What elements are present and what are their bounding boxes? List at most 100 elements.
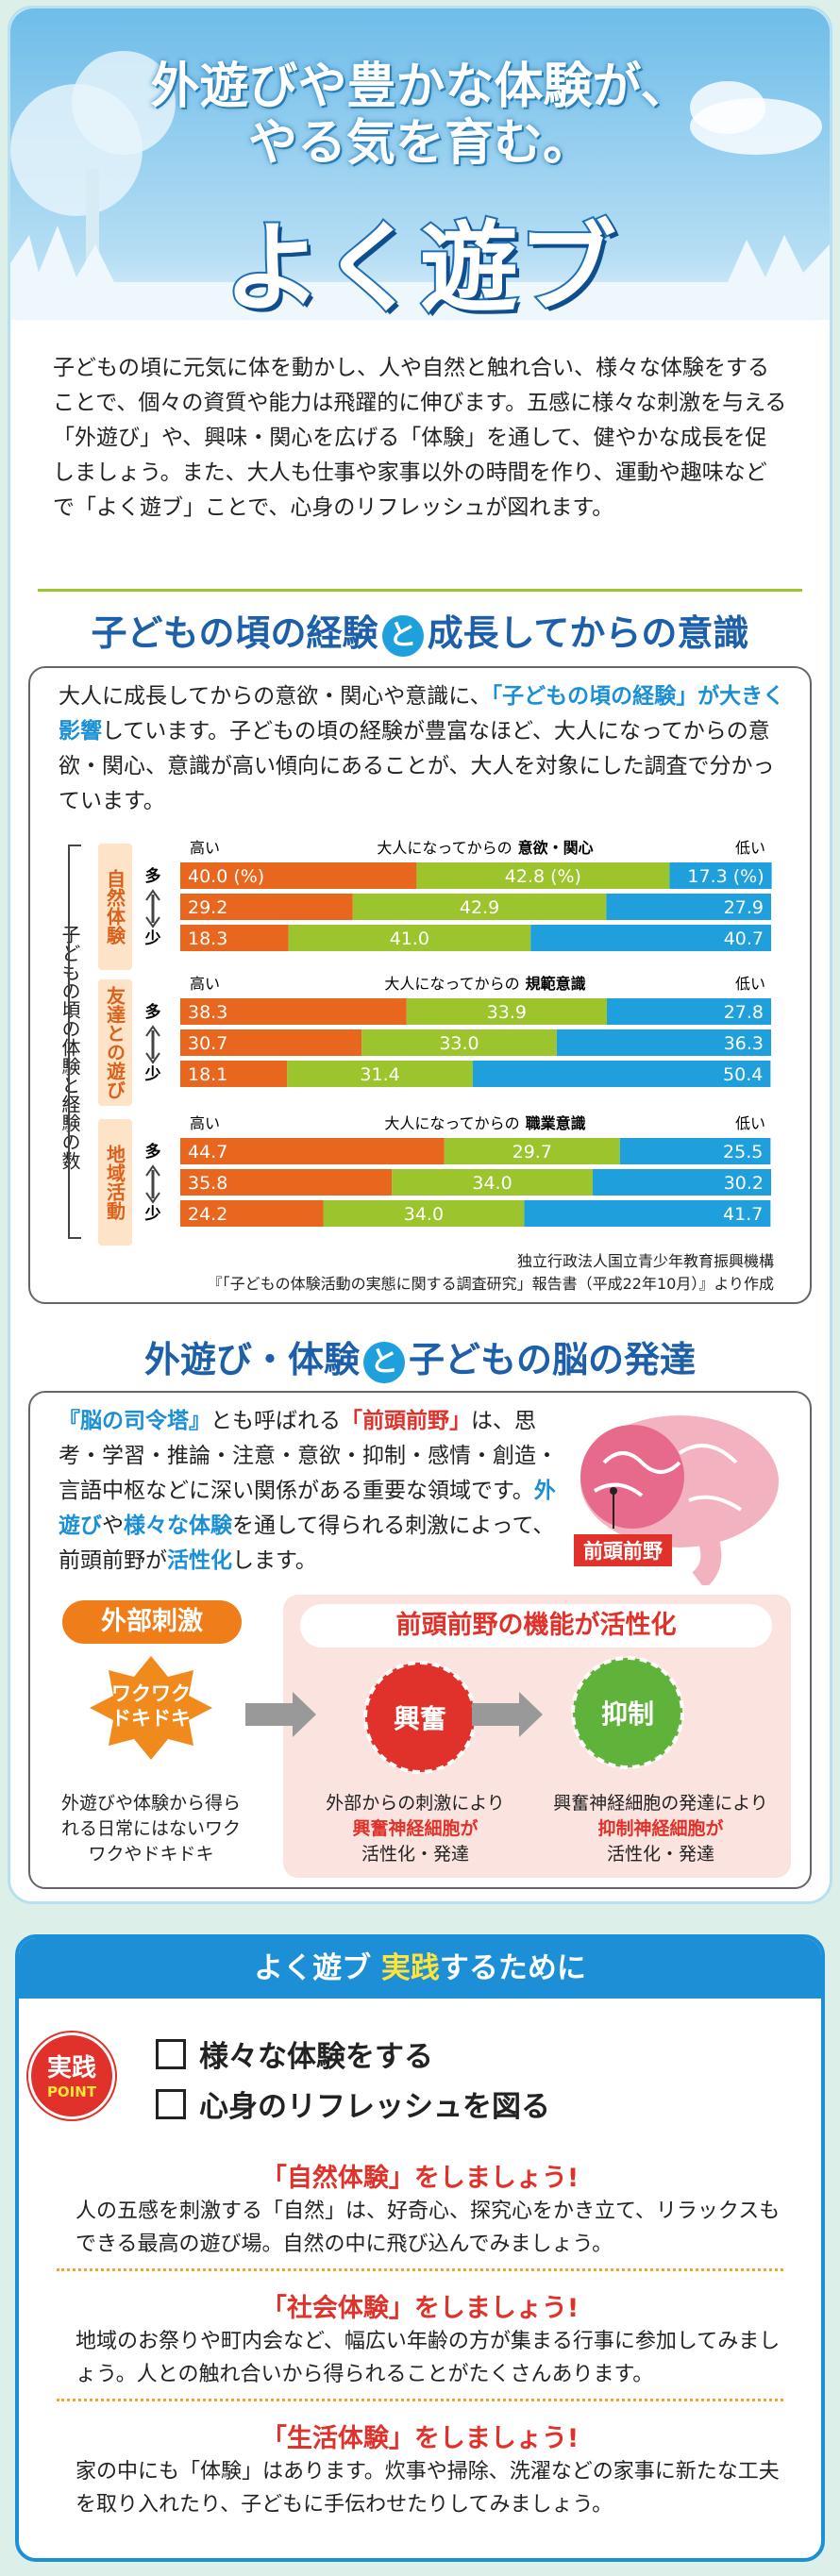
value-label: 36.3 <box>724 1033 764 1054</box>
arrow-head <box>145 889 160 928</box>
caption: 興奮神経細胞の発達により 抑制神経細胞が 活性化・発達 <box>533 1791 788 1867</box>
bar-segment <box>406 998 607 1025</box>
bar-segment <box>180 1200 324 1227</box>
bar-segment <box>592 1169 771 1196</box>
text: POINT <box>46 2083 97 2100</box>
practice-panel: よく遊ブ 実践するために 実践 POINT 様々な体験をする 心身のリフレッシュを… <box>15 1934 825 2562</box>
excitement-badge: ワクワク ドキドキ <box>94 1681 208 1731</box>
text: 活性化・発達 <box>361 1844 469 1865</box>
value-label: 35.8 <box>188 1173 227 1194</box>
bar-segment <box>180 894 353 920</box>
value-label: 27.9 <box>724 897 764 918</box>
inhibit-label: 抑制 <box>600 1698 654 1730</box>
brain-illustration <box>580 1415 779 1585</box>
bar-segment <box>669 862 772 889</box>
item-text: 家の中にも「体験」はあります。炊事や掃除、洗濯などの家事に新たな工夫を取り入れた… <box>76 2460 780 2517</box>
value-label: 41.7 <box>723 1204 763 1225</box>
bar-segment <box>606 998 771 1025</box>
bar-segment <box>180 1138 445 1164</box>
brain-text: 『脳の司令塔』とも呼ばれる「前頭前野」は、思考・学習・推論・注意・意欲・抑制・感… <box>59 1404 568 1579</box>
bar-segment <box>180 1169 393 1196</box>
axis-title: 大人になってからの 意欲・関心 <box>377 839 593 857</box>
divider <box>57 2268 783 2271</box>
bar-segment <box>180 1029 362 1056</box>
practice-title: よく遊ブ 実践するために <box>19 1938 821 1999</box>
brain-label: 前頭前野 <box>574 1534 672 1566</box>
value-label: 40.7 <box>724 928 764 949</box>
axis-title-prefix: 大人になってからの <box>384 1114 519 1132</box>
value-label: 24.2 <box>188 1204 227 1225</box>
check-item: 心身のリフレッシュを図る <box>156 2083 550 2125</box>
value-label: 33.9 <box>487 1002 527 1023</box>
text: ワクワク <box>111 1682 191 1705</box>
high-label: 高い <box>190 839 220 857</box>
value-label: 42.8 (%) <box>505 866 581 887</box>
value-label: 50.4 <box>723 1064 763 1085</box>
title-line: 外遊びや豊かな体験が、 <box>150 59 690 115</box>
category-label: 少 <box>144 929 161 948</box>
bar-segment <box>524 1200 771 1227</box>
text: 『脳の司令塔』 <box>59 1409 210 1433</box>
low-label: 低い <box>735 1114 765 1132</box>
text: 興奮神経細胞の発達により <box>553 1793 768 1814</box>
text: 抑制神経細胞が <box>597 1818 724 1839</box>
text: 活性化 <box>167 1548 232 1573</box>
source-line: 『「子どもの体験活動の実態に関する調査研究」報告書（平成22年10月）』より作成 <box>207 1275 774 1293</box>
bar-segment <box>352 894 607 920</box>
item-text: 人の五感を刺激する「自然」は、好奇心、探究心をかき立て、リラックスもできる最高の… <box>76 2200 781 2256</box>
text: するために <box>439 1951 586 1985</box>
value-label: 42.9 <box>460 897 499 918</box>
text: よく遊ブ <box>254 1951 372 1985</box>
value-label: 18.1 <box>188 1064 227 1085</box>
bar-segment <box>472 1061 771 1087</box>
text: は、思考・学習・推論・注意・意欲・抑制・感情・創造・言語中枢などに深い関係がある… <box>59 1409 558 1503</box>
text: ドキドキ <box>111 1707 191 1730</box>
value-label: 25.5 <box>723 1142 763 1163</box>
survey-text: 大人に成長してからの意欲・関心や意識に、「子どもの頃の経験」が大きく影響していま… <box>59 679 785 819</box>
axis-title-name: 意欲・関心 <box>518 839 594 857</box>
value-label: 29.2 <box>188 897 227 918</box>
value-label: 30.2 <box>724 1173 764 1194</box>
caption: 外部からの刺激により 興奮神経細胞が 活性化・発達 <box>288 1791 543 1867</box>
text: や <box>102 1514 124 1538</box>
text: とも呼ばれる <box>210 1409 341 1433</box>
item-text: 地域のお祭りや町内会など、幅広い年齢の方が集まる行事に参加してみましょう。人との… <box>76 2330 781 2386</box>
axis-title-prefix: 大人になってからの <box>377 839 512 857</box>
category-label: 多 <box>145 1002 161 1022</box>
value-label: 34.0 <box>472 1173 512 1194</box>
high-label: 高い <box>190 975 220 993</box>
group-label: 自然体験 <box>98 844 132 970</box>
bar-segment <box>287 1061 473 1087</box>
scenery <box>10 51 830 320</box>
source-line: 独立行政法人国立青少年教育振興機構 <box>516 1252 774 1270</box>
value-label: 30.7 <box>188 1033 227 1054</box>
category-label: 少 <box>144 1065 161 1084</box>
item-heading: 「社会体験」をしましょう! <box>260 2294 580 2323</box>
point-badge: 実践 POINT <box>28 2032 115 2119</box>
bar-segment <box>288 925 531 951</box>
bar-segment <box>556 1029 771 1056</box>
heading-part: 子どもの脳の発達 <box>409 1339 697 1380</box>
source: 独立行政法人国立青少年教育振興機構『「子どもの体験活動の実態に関する調査研究」報… <box>208 1250 774 1296</box>
bar-segment <box>180 998 407 1025</box>
check-item: 様々な体験をする <box>156 2032 433 2075</box>
value-label: 18.3 <box>188 928 227 949</box>
value-label: 34.0 <box>404 1204 444 1225</box>
bar-segment <box>444 1138 620 1164</box>
axis-title-prefix: 大人になってからの <box>384 975 519 993</box>
section-heading: 外遊び・体験と子どもの脳の発達 <box>0 1330 840 1383</box>
item-heading: 「自然体験」をしましょう! <box>260 2164 580 2193</box>
bar-segment <box>530 925 771 951</box>
axis-title: 大人になってからの 規範意識 <box>384 975 585 993</box>
activation-label: 前頭前野の機能が活性化 <box>300 1604 772 1648</box>
excite-label: 興奮 <box>393 1703 446 1734</box>
text: 活性化・発達 <box>606 1844 714 1865</box>
heading-part: 子どもの頃の経験 <box>91 612 378 654</box>
value-label: 33.0 <box>439 1033 479 1054</box>
text: 実践 <box>46 2054 96 2083</box>
text: します。 <box>232 1548 317 1573</box>
high-label: 高い <box>190 1114 220 1132</box>
value-label: 44.7 <box>188 1142 227 1163</box>
text: 様々な体験 <box>124 1514 232 1538</box>
